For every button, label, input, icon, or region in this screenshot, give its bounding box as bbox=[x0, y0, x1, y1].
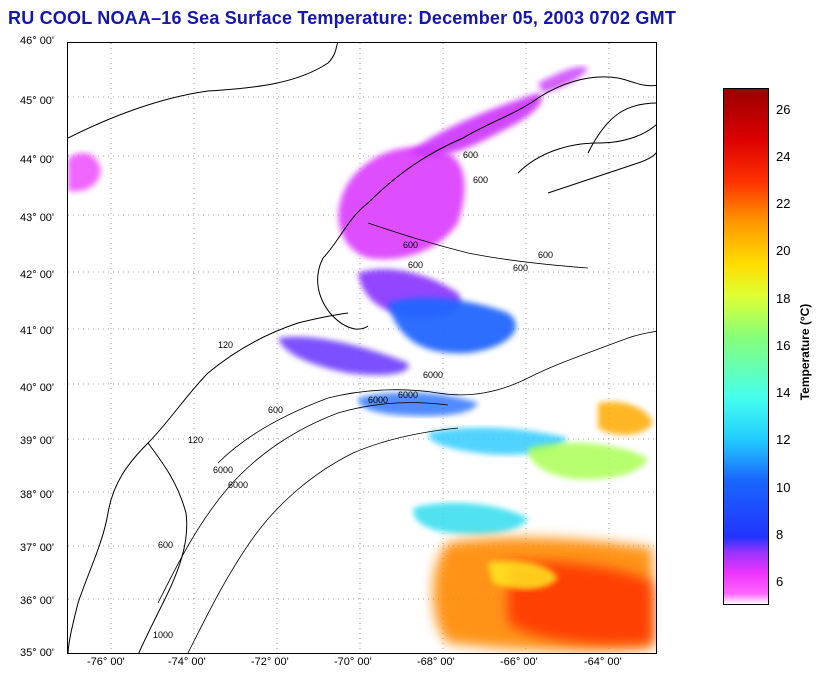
contour-label: 600 bbox=[158, 540, 173, 550]
lon-tick-label: -70° 00' bbox=[334, 656, 372, 668]
contour-label: 6000 bbox=[423, 370, 443, 380]
contour-label: 120 bbox=[218, 340, 233, 350]
colorbar-tick-label: 10 bbox=[776, 480, 791, 495]
lon-tick-label: -64° 00' bbox=[584, 656, 622, 668]
sst-patch-orange-north bbox=[598, 401, 653, 435]
colorbar-title: Temperature (°C) bbox=[798, 303, 812, 401]
lon-tick-label: -72° 00' bbox=[251, 656, 289, 668]
contour-label: 600 bbox=[403, 240, 418, 250]
contour-label: 600 bbox=[513, 263, 528, 273]
sst-patch-shelf-streak bbox=[278, 336, 409, 375]
lat-tick-label: 38° 00' bbox=[20, 489, 55, 501]
lat-tick-label: 43° 00' bbox=[20, 212, 55, 224]
bathymetry-contours bbox=[157, 222, 656, 653]
colorbar-tick-label: 22 bbox=[776, 196, 791, 211]
lon-tick-label: -66° 00' bbox=[500, 656, 538, 668]
sst-patch-blue bbox=[388, 297, 516, 354]
contour-label: 6000 bbox=[368, 395, 388, 405]
lat-tick-label: 42° 00' bbox=[20, 269, 55, 281]
colorbar-tick-label: 20 bbox=[776, 243, 791, 258]
sst-patch-bay-of-fundy bbox=[408, 93, 542, 156]
contour-label: 600 bbox=[473, 175, 488, 185]
colorbar-tick-label: 6 bbox=[776, 574, 784, 589]
contour-label: 6000 bbox=[213, 465, 233, 475]
contour-label: 6000 bbox=[228, 480, 248, 490]
sst-map-canvas: 600 600 600 600 600 6000 6000 120 6000 6… bbox=[68, 43, 656, 653]
temperature-colorbar bbox=[723, 88, 769, 605]
contour-label: 120 bbox=[188, 435, 203, 445]
lat-tick-label: 37° 00' bbox=[20, 542, 55, 554]
lat-tick-label: 46° 00' bbox=[20, 35, 55, 47]
colorbar-tick-label: 12 bbox=[776, 432, 791, 447]
contour-label: 6000 bbox=[398, 390, 418, 400]
contour-label: 600 bbox=[408, 260, 423, 270]
sst-patch-green bbox=[528, 442, 648, 480]
colorbar-tick-label: 16 bbox=[776, 338, 791, 353]
sst-patch-yellow bbox=[488, 561, 558, 590]
lat-tick-label: 45° 00' bbox=[20, 95, 55, 107]
contour-label: 600 bbox=[268, 405, 283, 415]
coastline bbox=[68, 43, 656, 653]
sst-imagery bbox=[68, 66, 653, 651]
sst-patch-slope-blue bbox=[358, 392, 478, 417]
contour-labels: 600 600 600 600 600 6000 6000 120 6000 6… bbox=[153, 150, 553, 640]
contour-label: 1000 bbox=[153, 630, 173, 640]
lon-tick-label: -68° 00' bbox=[417, 656, 455, 668]
lon-tick-label: -76° 00' bbox=[87, 656, 125, 668]
lat-tick-label: 36° 00' bbox=[20, 595, 55, 607]
sst-map: 600 600 600 600 600 6000 6000 120 6000 6… bbox=[67, 42, 657, 654]
colorbar-tick-label: 26 bbox=[776, 102, 791, 117]
contour-label: 600 bbox=[538, 250, 553, 260]
map-title: RU COOL NOAA–16 Sea Surface Temperature:… bbox=[8, 8, 677, 28]
lat-tick-label: 35° 00' bbox=[20, 647, 55, 659]
sst-patch-southern-cyan bbox=[413, 502, 528, 535]
lon-tick-label: -74° 00' bbox=[168, 656, 206, 668]
colorbar-tick-label: 24 bbox=[776, 149, 791, 164]
sst-patch-nova-scotia bbox=[538, 66, 588, 93]
contour-label: 600 bbox=[463, 150, 478, 160]
colorbar-tick-label: 18 bbox=[776, 291, 791, 306]
sst-patch-gulf-of-maine bbox=[338, 147, 465, 260]
colorbar-tick-label: 14 bbox=[776, 385, 791, 400]
lat-tick-label: 41° 00' bbox=[20, 325, 55, 337]
lat-tick-label: 44° 00' bbox=[20, 154, 55, 166]
sst-patch-lake bbox=[68, 152, 101, 192]
lat-tick-label: 39° 00' bbox=[20, 435, 55, 447]
colorbar-tick-label: 8 bbox=[776, 527, 784, 542]
lat-tick-label: 40° 00' bbox=[20, 382, 55, 394]
